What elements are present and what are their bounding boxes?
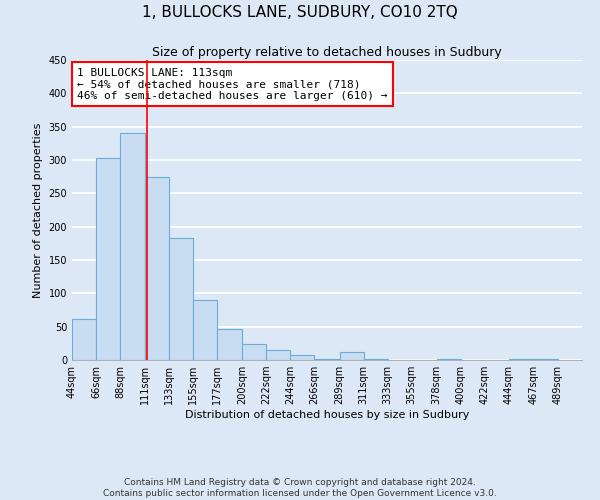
Bar (314, 358, 340, 360)
Bar (242, 344, 266, 360)
Title: Size of property relative to detached houses in Sudbury: Size of property relative to detached ho… (152, 46, 502, 59)
Y-axis label: Number of detached properties: Number of detached properties (33, 122, 43, 298)
Bar (437, 358, 461, 360)
Bar (217, 330, 242, 360)
X-axis label: Distribution of detached houses by size in Sudbury: Distribution of detached houses by size … (185, 410, 469, 420)
Bar (534, 358, 558, 360)
Text: 1, BULLOCKS LANE, SUDBURY, CO10 2TQ: 1, BULLOCKS LANE, SUDBURY, CO10 2TQ (142, 5, 458, 20)
Text: 1 BULLOCKS LANE: 113sqm
← 54% of detached houses are smaller (718)
46% of semi-d: 1 BULLOCKS LANE: 113sqm ← 54% of detache… (77, 68, 388, 100)
Bar (509, 358, 534, 360)
Bar (72, 318, 96, 360)
Bar (364, 358, 388, 360)
Bar (120, 134, 145, 360)
Bar (266, 350, 290, 360)
Bar (340, 352, 364, 360)
Bar (290, 356, 314, 360)
Bar (193, 300, 217, 360)
Text: Contains HM Land Registry data © Crown copyright and database right 2024.
Contai: Contains HM Land Registry data © Crown c… (103, 478, 497, 498)
Bar (96, 158, 120, 360)
Bar (169, 238, 193, 360)
Bar (145, 176, 169, 360)
